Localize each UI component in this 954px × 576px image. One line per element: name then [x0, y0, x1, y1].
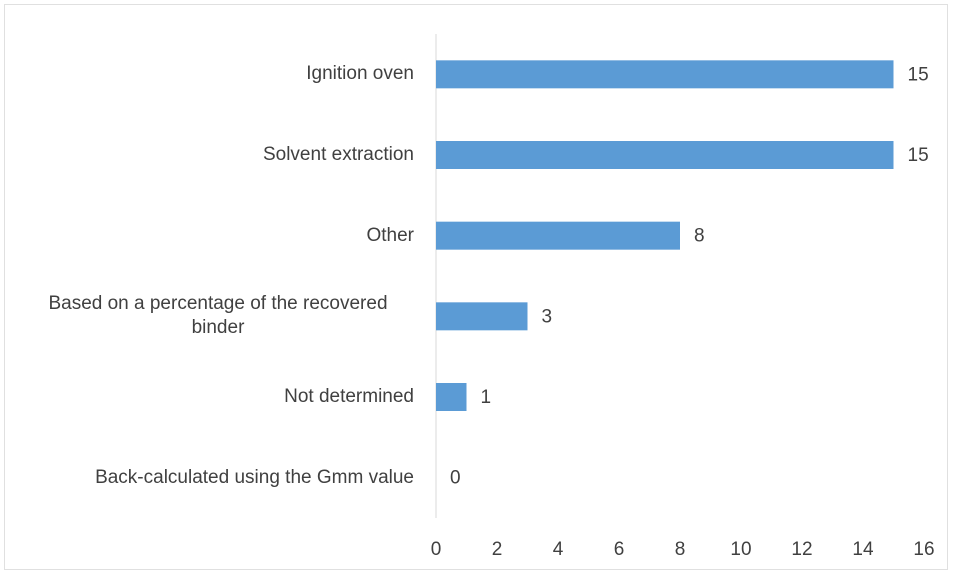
x-tick-label: 0 — [431, 539, 442, 560]
data-label: 1 — [481, 387, 492, 408]
data-label: 0 — [450, 468, 461, 489]
y-tick-label: Ignition oven — [306, 63, 414, 85]
x-tick-label: 2 — [492, 539, 503, 560]
x-tick-label: 6 — [614, 539, 625, 560]
y-tick-label: Not determined — [284, 386, 414, 407]
data-label: 15 — [908, 64, 929, 85]
bar — [436, 221, 680, 250]
x-tick-label: 14 — [852, 539, 874, 560]
chart-frame — [4, 4, 948, 570]
data-label: 15 — [908, 145, 929, 166]
y-tick-label: Solvent extraction — [262, 144, 414, 165]
x-tick-label: 4 — [553, 539, 564, 560]
x-tick-label: 10 — [730, 539, 751, 560]
bar — [436, 60, 894, 89]
x-tick-label: 8 — [675, 539, 686, 560]
bar — [436, 141, 894, 169]
x-tick-label: 16 — [913, 539, 934, 560]
bar — [436, 302, 528, 331]
y-tick-label: Back-calculated using the Gmm value — [95, 466, 414, 488]
y-tick-label: Other — [366, 224, 414, 246]
x-tick-label: 12 — [791, 539, 812, 560]
data-label: 3 — [542, 306, 553, 327]
bar — [436, 383, 467, 411]
data-label: 8 — [694, 226, 705, 247]
y-tick-label: Based on a percentage of the recovered b… — [48, 293, 388, 339]
